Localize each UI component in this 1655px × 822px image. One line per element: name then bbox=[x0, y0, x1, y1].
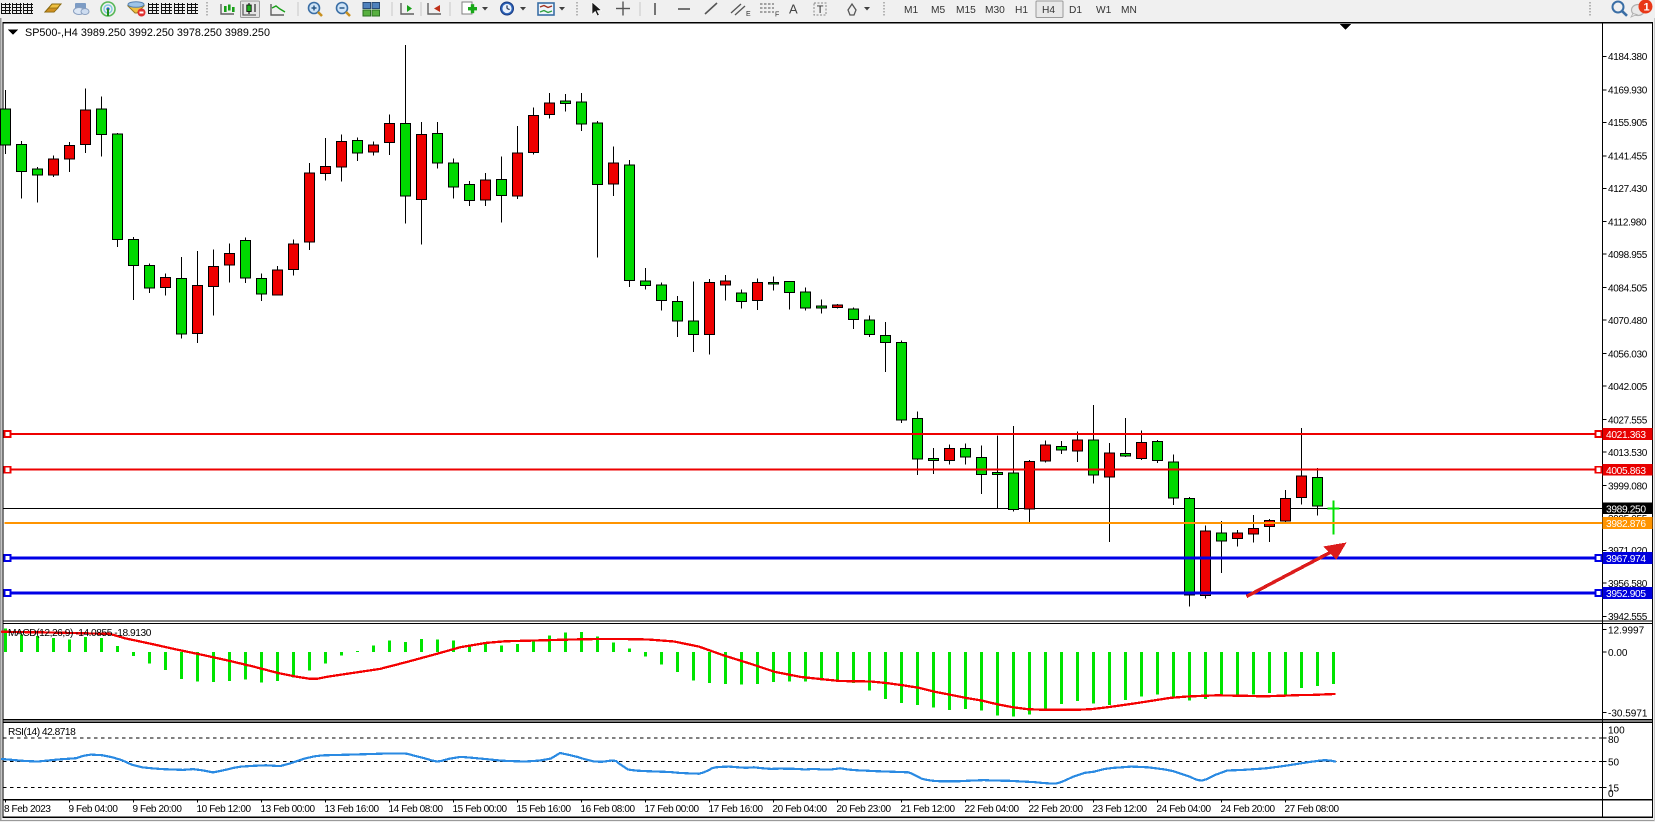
svg-text:H1: H1 bbox=[1015, 5, 1028, 16]
svg-text:3942.555: 3942.555 bbox=[1608, 612, 1648, 623]
svg-text:4112.980: 4112.980 bbox=[1608, 218, 1647, 229]
svg-text:3956.580: 3956.580 bbox=[1608, 579, 1648, 590]
svg-text:3952.905: 3952.905 bbox=[1606, 589, 1646, 600]
svg-text:8 Feb 2023: 8 Feb 2023 bbox=[4, 804, 51, 815]
svg-text:13 Feb 16:00: 13 Feb 16:00 bbox=[325, 804, 380, 815]
svg-text:9 Feb 20:00: 9 Feb 20:00 bbox=[133, 804, 183, 815]
svg-text:23 Feb 12:00: 23 Feb 12:00 bbox=[1093, 804, 1148, 815]
svg-text:15 Feb 00:00: 15 Feb 00:00 bbox=[453, 804, 508, 815]
svg-text:12.9997: 12.9997 bbox=[1608, 626, 1645, 637]
svg-text:9 Feb 04:00: 9 Feb 04:00 bbox=[69, 804, 119, 815]
svg-text:22 Feb 04:00: 22 Feb 04:00 bbox=[965, 804, 1020, 815]
svg-text:4042.005: 4042.005 bbox=[1608, 382, 1648, 393]
svg-text:H4: H4 bbox=[1042, 5, 1055, 16]
svg-text:4127.430: 4127.430 bbox=[1608, 184, 1648, 195]
svg-text:27 Feb 08:00: 27 Feb 08:00 bbox=[1285, 804, 1340, 815]
svg-text:4141.455: 4141.455 bbox=[1608, 152, 1648, 163]
svg-text:20 Feb 04:00: 20 Feb 04:00 bbox=[773, 804, 828, 815]
svg-text:24 Feb 20:00: 24 Feb 20:00 bbox=[1221, 804, 1276, 815]
svg-text:4184.380: 4184.380 bbox=[1608, 52, 1648, 63]
svg-text:0.00: 0.00 bbox=[1608, 648, 1628, 659]
svg-text:14 Feb 08:00: 14 Feb 08:00 bbox=[389, 804, 444, 815]
svg-text:3999.080: 3999.080 bbox=[1608, 481, 1648, 492]
svg-text:10 Feb 12:00: 10 Feb 12:00 bbox=[197, 804, 252, 815]
svg-text:W1: W1 bbox=[1096, 5, 1112, 16]
svg-text:80: 80 bbox=[1608, 735, 1620, 746]
svg-text:A: A bbox=[789, 2, 798, 17]
svg-text:M30: M30 bbox=[985, 5, 1005, 16]
svg-text:50: 50 bbox=[1608, 758, 1620, 769]
svg-text:4056.030: 4056.030 bbox=[1608, 349, 1648, 360]
svg-text:4021.363: 4021.363 bbox=[1606, 430, 1646, 441]
svg-text:17 Feb 00:00: 17 Feb 00:00 bbox=[645, 804, 700, 815]
svg-text:4070.480: 4070.480 bbox=[1608, 316, 1648, 327]
svg-text:21 Feb 12:00: 21 Feb 12:00 bbox=[901, 804, 956, 815]
svg-text:3971.020: 3971.020 bbox=[1608, 546, 1648, 557]
svg-text:3967.974: 3967.974 bbox=[1606, 554, 1646, 565]
svg-text:M5: M5 bbox=[931, 5, 945, 16]
svg-text:15: 15 bbox=[1608, 783, 1620, 794]
svg-text:4169.930: 4169.930 bbox=[1608, 86, 1648, 97]
svg-text:3982.876: 3982.876 bbox=[1606, 519, 1646, 530]
svg-text:20 Feb 23:00: 20 Feb 23:00 bbox=[837, 804, 892, 815]
svg-text:24 Feb 04:00: 24 Feb 04:00 bbox=[1157, 804, 1212, 815]
svg-text:4155.905: 4155.905 bbox=[1608, 118, 1648, 129]
svg-text:4013.530: 4013.530 bbox=[1608, 448, 1648, 459]
svg-text:100: 100 bbox=[1608, 725, 1625, 736]
svg-text:22 Feb 20:00: 22 Feb 20:00 bbox=[1029, 804, 1084, 815]
svg-text:4084.505: 4084.505 bbox=[1608, 284, 1648, 295]
svg-text:15 Feb 16:00: 15 Feb 16:00 bbox=[517, 804, 572, 815]
svg-text:1: 1 bbox=[1644, 2, 1650, 14]
svg-text:F: F bbox=[775, 12, 779, 19]
svg-text:SP500-,H4 3989.250 3992.250 3: SP500-,H4 3989.250 3992.250 3978.250 398… bbox=[25, 27, 270, 39]
svg-text:4005.863: 4005.863 bbox=[1606, 466, 1646, 477]
svg-text:M15: M15 bbox=[956, 5, 976, 16]
svg-text:MN: MN bbox=[1121, 5, 1137, 16]
svg-text:RSI(14) 42.8718: RSI(14) 42.8718 bbox=[8, 727, 76, 738]
svg-text:D1: D1 bbox=[1069, 5, 1082, 16]
svg-text:T: T bbox=[817, 4, 824, 16]
svg-text:4098.955: 4098.955 bbox=[1608, 250, 1648, 261]
svg-text:0: 0 bbox=[1608, 789, 1614, 800]
svg-text:17 Feb 16:00: 17 Feb 16:00 bbox=[709, 804, 764, 815]
svg-text:4027.555: 4027.555 bbox=[1608, 415, 1648, 426]
svg-text:3989.250: 3989.250 bbox=[1606, 505, 1646, 516]
svg-text:MACD(12,26,9) -14.0855 -18.913: MACD(12,26,9) -14.0855 -18.9130 bbox=[8, 628, 152, 639]
svg-text:16 Feb 08:00: 16 Feb 08:00 bbox=[581, 804, 636, 815]
svg-text:M1: M1 bbox=[904, 5, 918, 16]
svg-text:E: E bbox=[746, 11, 751, 18]
svg-text:-30.5971: -30.5971 bbox=[1608, 708, 1648, 719]
svg-text:13 Feb 00:00: 13 Feb 00:00 bbox=[261, 804, 316, 815]
